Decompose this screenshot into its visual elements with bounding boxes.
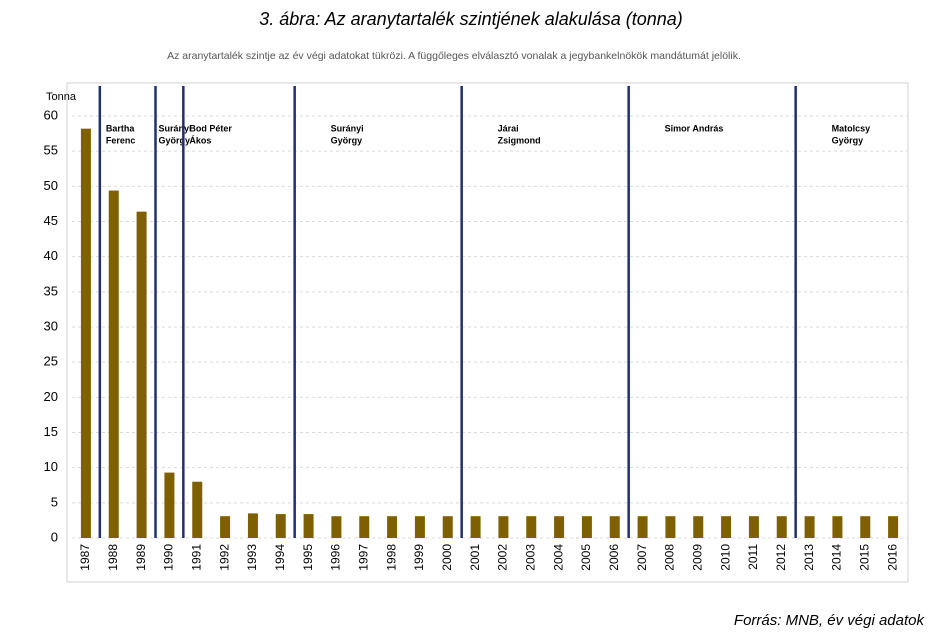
bar <box>80 128 91 538</box>
bar <box>637 516 648 538</box>
x-tick-label: 2007 <box>635 544 649 571</box>
x-tick-label: 1990 <box>162 544 176 571</box>
x-tick-label: 1993 <box>245 544 259 571</box>
chart-subtitle: Az aranytartalék szintje az év végi adat… <box>167 50 741 62</box>
bar <box>748 516 759 538</box>
x-tick-label: 2016 <box>885 544 899 571</box>
y-axis-label: Tonna <box>46 91 77 103</box>
y-tick-label: 20 <box>44 389 58 404</box>
x-tick-label: 2011 <box>746 544 760 570</box>
x-tick-label: 1994 <box>273 544 287 571</box>
bar <box>359 516 370 538</box>
y-tick-label: 15 <box>44 424 58 439</box>
bar <box>303 514 314 538</box>
x-tick-label: 1987 <box>78 544 92 571</box>
x-tick-label: 1991 <box>189 544 203 571</box>
bar <box>164 472 175 538</box>
bar <box>581 516 592 538</box>
governor-label: Simor András <box>665 123 724 133</box>
y-tick-label: 45 <box>44 213 58 228</box>
bar <box>498 516 509 538</box>
bar <box>136 211 147 539</box>
bar <box>888 516 899 538</box>
chart-frame <box>66 82 909 583</box>
governor-label: Ferenc <box>106 135 136 145</box>
x-tick-label: 1998 <box>384 544 398 571</box>
x-tick-label: 2009 <box>690 544 704 571</box>
y-tick-label: 35 <box>44 283 58 298</box>
x-tick-label: 2006 <box>607 544 621 571</box>
bar <box>470 516 481 538</box>
x-tick-label: 2004 <box>551 544 565 571</box>
bar <box>832 516 843 538</box>
x-tick-label: 1989 <box>134 544 148 571</box>
x-tick-label: 1997 <box>356 544 370 571</box>
governor-label: Bod Péter <box>189 123 232 133</box>
x-tick-label: 1999 <box>412 544 426 571</box>
y-tick-label: 10 <box>44 459 58 474</box>
bar <box>442 516 453 538</box>
x-tick-label: 2013 <box>802 544 816 571</box>
y-tick-label: 5 <box>51 494 58 509</box>
bar <box>331 516 342 538</box>
bar <box>192 481 203 538</box>
x-tick-label: 1996 <box>329 544 343 571</box>
y-tick-label: 50 <box>44 178 58 193</box>
x-tick-label: 1995 <box>301 544 315 571</box>
x-tick-label: 2005 <box>579 544 593 571</box>
y-tick-label: 55 <box>44 143 58 158</box>
governor-label: Surányi <box>331 123 364 133</box>
governor-label: Zsigmond <box>498 135 541 145</box>
x-tick-label: 2010 <box>718 544 732 571</box>
x-tick-label: 2000 <box>440 544 454 571</box>
x-tick-label: 2008 <box>663 544 677 571</box>
y-tick-label: 60 <box>44 107 58 122</box>
bar <box>804 516 815 538</box>
bar <box>860 516 871 538</box>
governor-label: Matolcsy <box>832 123 871 133</box>
bar <box>526 516 537 538</box>
x-tick-label: 1988 <box>106 544 120 571</box>
governor-label: Surányi <box>159 123 192 133</box>
y-tick-label: 30 <box>44 318 58 333</box>
bar <box>693 516 704 538</box>
bar <box>247 513 258 538</box>
bar <box>220 516 231 538</box>
bar <box>554 516 565 538</box>
bar <box>275 514 286 538</box>
bar <box>721 516 732 538</box>
y-tick-label: 0 <box>51 529 58 544</box>
y-tick-label: 40 <box>44 248 58 263</box>
bar <box>108 190 119 538</box>
x-tick-label: 2002 <box>496 544 510 571</box>
x-tick-label: 1992 <box>217 544 231 571</box>
chart-title: 3. ábra: Az aranytartalék szintjének ala… <box>259 9 683 29</box>
governor-label: György <box>832 135 864 145</box>
bar <box>414 516 425 538</box>
governor-label: György <box>159 135 191 145</box>
bar <box>776 516 787 538</box>
governor-label: Ákos <box>189 135 211 145</box>
governor-label: Járai <box>498 123 519 133</box>
bar <box>387 516 398 538</box>
bar <box>665 516 676 538</box>
x-tick-label: 2003 <box>523 544 537 571</box>
x-tick-label: 2015 <box>857 544 871 571</box>
source-note: Forrás: MNB, év végi adatok <box>734 612 926 629</box>
x-tick-label: 2012 <box>774 544 788 571</box>
y-tick-label: 25 <box>44 354 58 369</box>
x-tick-label: 2001 <box>468 544 482 571</box>
governor-label: György <box>331 135 363 145</box>
bar <box>609 516 620 538</box>
x-tick-label: 2014 <box>830 544 844 571</box>
governor-label: Bartha <box>106 123 136 133</box>
